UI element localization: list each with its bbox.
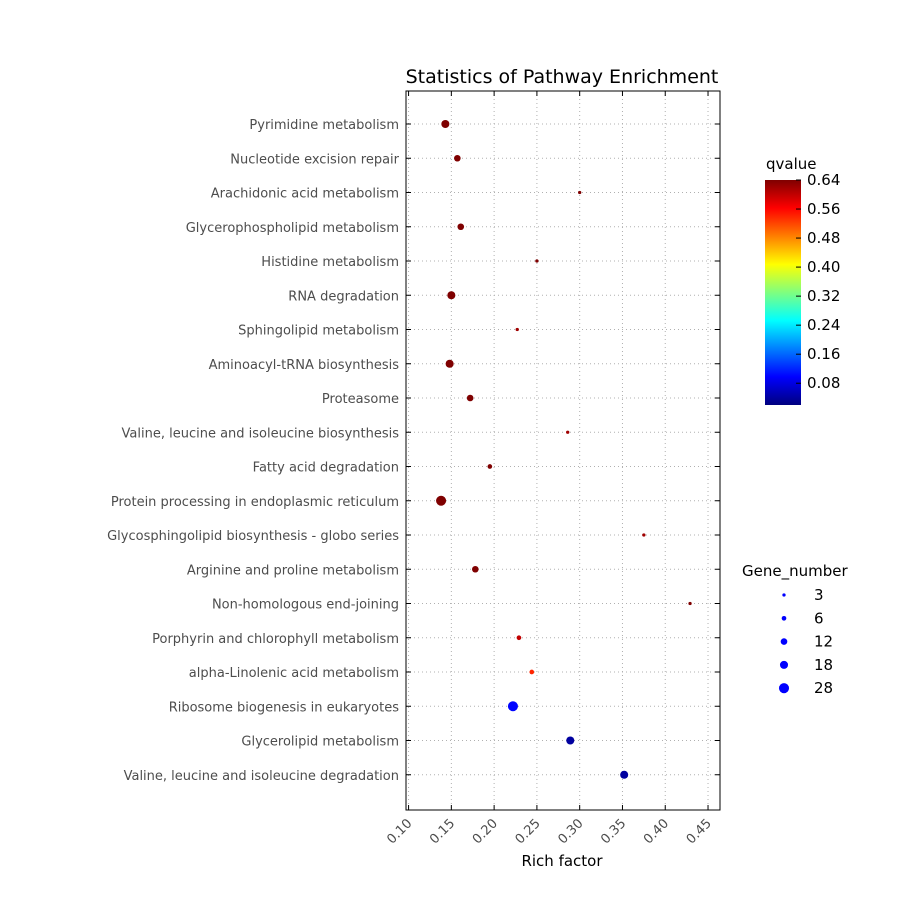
y-tick-label: Glycerophospholipid metabolism bbox=[186, 221, 399, 236]
data-point bbox=[445, 359, 454, 368]
colorbar-tick-label: 0.56 bbox=[807, 200, 840, 218]
data-point bbox=[507, 701, 518, 712]
x-tick-label: 0.45 bbox=[684, 816, 715, 847]
colorbar-ticks: 0.64 0.56 0.48 0.40 0.32 0.24 0.16 0.08 bbox=[796, 171, 840, 392]
y-tick-label: Nucleotide excision repair bbox=[230, 152, 399, 167]
size-legend-label: 3 bbox=[814, 586, 824, 604]
data-point bbox=[642, 533, 646, 537]
y-tick-label: Ribosome biogenesis in eukaryotes bbox=[169, 700, 400, 715]
chart-title: Statistics of Pathway Enrichment bbox=[406, 66, 719, 88]
y-tick-label: Non-homologous end-joining bbox=[212, 598, 399, 613]
y-tick-label: Sphingolipid metabolism bbox=[238, 324, 399, 339]
size-legend-marker bbox=[779, 660, 789, 669]
qvalue-colorbar bbox=[765, 180, 801, 405]
colorbar-tick-label: 0.64 bbox=[807, 171, 840, 189]
y-tick-label: Valine, leucine and isoleucine degradati… bbox=[124, 769, 399, 784]
y-tick-label: RNA degradation bbox=[288, 289, 399, 304]
size-legend-marker bbox=[780, 638, 788, 645]
size-legend-label: 18 bbox=[814, 656, 833, 674]
data-point bbox=[578, 190, 582, 195]
data-point bbox=[466, 394, 474, 402]
x-tick-label: 0.15 bbox=[427, 816, 458, 847]
x-tick-label: 0.25 bbox=[513, 816, 544, 847]
colorbar-tick-label: 0.48 bbox=[807, 229, 840, 247]
size-legend-label: 12 bbox=[814, 633, 833, 651]
y-tick-label: Glycosphingolipid biosynthesis - globo s… bbox=[107, 529, 399, 544]
y-tick-label: Glycerolipid metabolism bbox=[241, 735, 399, 750]
data-point bbox=[472, 565, 479, 573]
colorbar-tick-label: 0.16 bbox=[807, 345, 840, 363]
size-legend-marker bbox=[778, 683, 790, 694]
data-point bbox=[535, 259, 539, 263]
data-point bbox=[436, 495, 447, 506]
y-tick-label: Aminoacyl-tRNA biosynthesis bbox=[209, 358, 400, 373]
colorbar-tick-label: 0.24 bbox=[807, 316, 840, 334]
data-point bbox=[620, 770, 629, 779]
plot-area-frame bbox=[405, 90, 721, 811]
size-legend-label: 28 bbox=[814, 679, 833, 697]
y-tick-label: Valine, leucine and isoleucine biosynthe… bbox=[122, 426, 400, 441]
data-point bbox=[529, 669, 535, 675]
data-point bbox=[454, 154, 461, 162]
colorbar-tick-label: 0.32 bbox=[807, 287, 840, 305]
y-tick-label: Fatty acid degradation bbox=[253, 461, 399, 476]
data-point bbox=[447, 291, 456, 300]
data-point bbox=[688, 601, 692, 606]
y-tick-label: alpha-Linolenic acid metabolism bbox=[189, 666, 399, 681]
x-tick-label: 0.40 bbox=[641, 816, 672, 847]
size-legend-marker bbox=[782, 593, 786, 597]
y-tick-label: Arachidonic acid metabolism bbox=[211, 187, 399, 202]
size-legend: 3 6 12 18 28 bbox=[778, 586, 833, 697]
size-legend-title: Gene_number bbox=[742, 562, 848, 581]
y-tick-label: Arginine and proline metabolism bbox=[187, 563, 399, 578]
size-legend-label: 6 bbox=[814, 609, 824, 627]
size-legend-marker bbox=[781, 615, 787, 621]
data-point bbox=[516, 635, 522, 641]
colorbar-title: qvalue bbox=[766, 155, 817, 173]
data-point bbox=[441, 119, 450, 129]
data-point bbox=[515, 327, 519, 332]
y-tick-label: Porphyrin and chlorophyll metabolism bbox=[152, 632, 399, 647]
x-tick-label: 0.35 bbox=[598, 816, 629, 847]
x-tick-label: 0.20 bbox=[470, 816, 501, 847]
y-axis: Pyrimidine metabolism Nucleotide excision… bbox=[107, 118, 720, 784]
x-axis-label: Rich factor bbox=[521, 852, 603, 870]
y-tick-label: Proteasome bbox=[322, 392, 399, 407]
data-points bbox=[436, 119, 692, 779]
data-point bbox=[566, 736, 575, 745]
colorbar-tick-label: 0.08 bbox=[807, 374, 840, 392]
data-point bbox=[566, 430, 570, 434]
data-point bbox=[487, 464, 493, 469]
y-tick-label: Pyrimidine metabolism bbox=[249, 118, 399, 133]
x-tick-label: 0.10 bbox=[384, 816, 415, 847]
x-axis: 0.10 0.15 0.20 0.25 0.30 0.35 0.40 0.45 bbox=[384, 91, 715, 847]
y-tick-label: Histidine metabolism bbox=[261, 255, 399, 270]
data-point bbox=[457, 223, 465, 231]
y-tick-label: Protein processing in endoplasmic reticu… bbox=[111, 495, 399, 510]
grid bbox=[406, 91, 720, 810]
colorbar-tick-label: 0.40 bbox=[807, 258, 840, 276]
x-tick-label: 0.30 bbox=[555, 816, 586, 847]
